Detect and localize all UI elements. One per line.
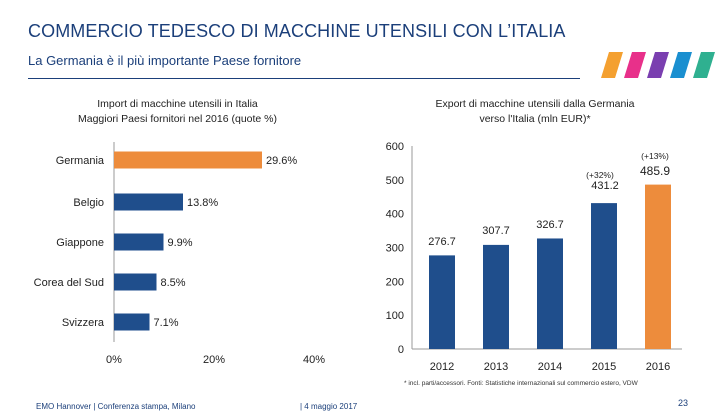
- bar-2013: [483, 244, 509, 349]
- page-title: COMMERCIO TEDESCO DI MACCHINE UTENSILI C…: [28, 21, 566, 41]
- category-label-corea-del-sud: Corea del Sud: [34, 277, 104, 289]
- data-label-2013: 307.7: [482, 225, 510, 237]
- x-tick-label-2012: 2012: [430, 361, 454, 373]
- data-label-germania: 29.6%: [266, 155, 297, 167]
- bar-giappone: [114, 233, 164, 251]
- x-tick-label: 40%: [303, 354, 325, 366]
- category-label-germania: Germania: [56, 155, 105, 167]
- data-label-belgio: 13.8%: [187, 197, 218, 209]
- left-chart-title: Import di macchine utensili in Italia Ma…: [40, 97, 315, 127]
- brand-stripe: [670, 52, 692, 78]
- category-label-belgio: Belgio: [73, 197, 104, 209]
- bar-2012: [429, 255, 455, 349]
- left-chart-title-line1: Import di macchine utensili in Italia: [97, 98, 258, 110]
- x-tick-label: 0%: [106, 354, 122, 366]
- brand-stripe: [647, 52, 669, 78]
- page-subtitle: La Germania è il più importante Paese fo…: [28, 53, 302, 68]
- growth-annotation: (+32%): [586, 170, 614, 180]
- data-label-2014: 326.7: [536, 219, 564, 231]
- data-label-svizzera: 7.1%: [154, 317, 179, 329]
- bar-belgio: [114, 193, 183, 211]
- x-tick-label-2016: 2016: [646, 361, 670, 373]
- bar-corea-del-sud: [114, 273, 157, 291]
- x-tick-label-2014: 2014: [538, 361, 562, 373]
- footer-event: EMO Hannover | Conferenza stampa, Milano: [36, 402, 196, 411]
- data-label-giappone: 9.9%: [168, 237, 193, 249]
- right-chart-title-line2: verso l'Italia (mln EUR)*: [479, 113, 591, 125]
- y-tick-label: 0: [398, 344, 404, 356]
- bar-2014: [537, 238, 563, 349]
- data-label-2015: 431.2: [591, 180, 619, 192]
- footer-date: | 4 maggio 2017: [300, 402, 358, 411]
- category-label-giappone: Giappone: [56, 237, 104, 249]
- brand-stripes-logo: [601, 52, 715, 78]
- brand-stripe: [601, 52, 623, 78]
- bar-svizzera: [114, 313, 150, 331]
- growth-annotation: (+13%): [641, 151, 669, 161]
- y-tick-label: 300: [386, 243, 404, 255]
- x-tick-label-2015: 2015: [592, 361, 616, 373]
- y-tick-label: 100: [386, 310, 404, 322]
- y-tick-label: 400: [386, 209, 404, 221]
- data-label-corea-del-sud: 8.5%: [161, 277, 186, 289]
- bar-germania: [114, 151, 262, 169]
- right-chart-title: Export di macchine utensili dalla German…: [405, 97, 665, 127]
- y-tick-label: 200: [386, 276, 404, 288]
- page-number: 23: [678, 398, 689, 408]
- data-label-2012: 276.7: [428, 236, 456, 248]
- left-chart-title-line2: Maggiori Paesi fornitori nel 2016 (quote…: [77, 113, 278, 125]
- brand-stripe: [693, 52, 715, 78]
- bar-2015: [591, 203, 617, 349]
- y-tick-label: 600: [386, 141, 404, 153]
- export-column-chart: 0 100 200 300 400 500 600 2012 2013 2014 2015 2016 2…: [386, 141, 682, 373]
- brand-stripe: [624, 52, 646, 78]
- right-chart-title-line1: Export di macchine utensili dalla German…: [435, 98, 635, 110]
- category-label-svizzera: Svizzera: [62, 317, 105, 329]
- x-tick-label-2013: 2013: [484, 361, 508, 373]
- y-tick-label: 500: [386, 175, 404, 187]
- title-divider: [28, 78, 580, 79]
- source-footnote: * incl. parti/accessori. Fonti: Statisti…: [404, 380, 638, 387]
- data-label-2016: 485.9: [640, 164, 670, 178]
- bar-2016: [645, 184, 671, 349]
- x-tick-label: 20%: [203, 354, 225, 366]
- import-share-bar-chart: Germania 29.6% Belgio 13.8% Giappone 9.9% Core…: [34, 142, 325, 366]
